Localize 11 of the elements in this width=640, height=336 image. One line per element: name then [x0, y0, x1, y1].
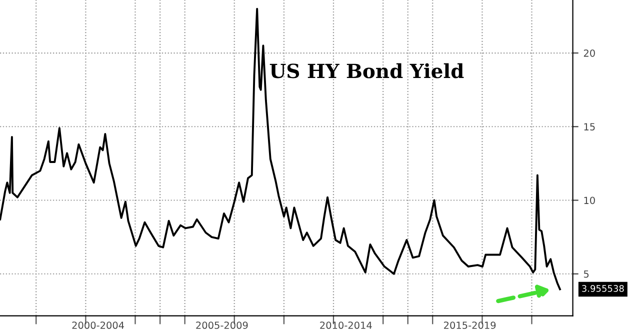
y-tick-label: 5	[584, 270, 589, 278]
line-series	[0, 8, 561, 290]
y-tick-label: 10	[584, 196, 595, 204]
text: US HY Bond Yield	[270, 63, 464, 78]
x-tick-label: 2015-2019	[444, 322, 496, 329]
y-tick-label: 20	[584, 49, 595, 57]
x-tick-label: 2000-2004	[72, 322, 124, 329]
annotation: 3.955538	[582, 285, 624, 292]
x-tick-label: 2005-2009	[196, 322, 248, 329]
x-tick-label: 2010-2014	[320, 322, 372, 329]
y-tick-label: 15	[584, 123, 595, 130]
